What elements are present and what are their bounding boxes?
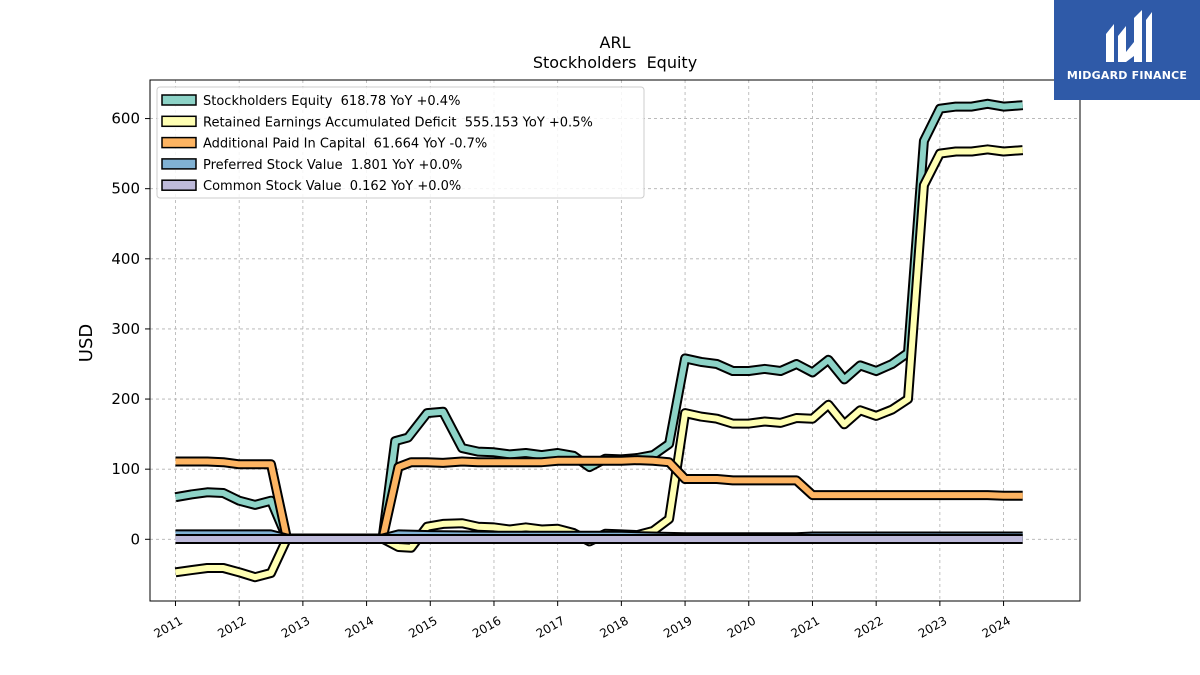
x-tick-label: 2012 <box>215 613 248 640</box>
x-tick-label: 2021 <box>789 613 822 640</box>
x-tick-label: 2011 <box>152 613 185 640</box>
legend-swatch-5 <box>161 179 197 191</box>
x-tick-label: 2014 <box>343 613 376 640</box>
x-tick-label: 2023 <box>916 613 949 640</box>
legend-label-1: Stockholders Equity 618.78 YoY +0.4% <box>203 94 460 109</box>
legend-label-5: Common Stock Value 0.162 YoY +0.0% <box>203 179 461 194</box>
y-axis-label: USD <box>76 324 97 362</box>
y-tick-label: 300 <box>111 320 140 338</box>
legend-swatch-3 <box>161 136 197 149</box>
y-tick-label: 600 <box>111 110 140 128</box>
brand-name: MIDGARD FINANCE <box>1066 69 1188 82</box>
x-tick-label: 2018 <box>597 613 630 640</box>
series-layer <box>174 98 1024 583</box>
chart-subtitle: Stockholders Equity <box>533 53 697 72</box>
plot-frame <box>149 79 1081 602</box>
x-tick-label: 2022 <box>852 613 885 640</box>
y-tick-label: 400 <box>111 250 140 268</box>
legend-label-3: Additional Paid In Capital 61.664 YoY -0… <box>203 137 487 152</box>
x-tick-label: 2013 <box>279 613 312 640</box>
y-tick-label: 500 <box>111 180 140 198</box>
x-tick-label: 2015 <box>406 613 439 640</box>
legend-swatch-1 <box>161 94 197 106</box>
legend-swatch-2 <box>161 115 197 128</box>
y-tick-label: 0 <box>130 530 140 548</box>
x-tick-label: 2017 <box>534 613 567 640</box>
legend: Stockholders Equity 618.78 YoY +0.4% Reta… <box>156 86 645 199</box>
y-tick-label: 100 <box>111 460 140 478</box>
legend-box <box>156 86 645 199</box>
logo-mark-icon <box>1106 10 1152 62</box>
x-tick-label: 2016 <box>470 613 503 640</box>
legend-label-4: Preferred Stock Value 1.801 YoY +0.0% <box>203 158 462 173</box>
y-tick-label: 200 <box>111 390 140 408</box>
x-tick-label: 2019 <box>661 613 694 640</box>
brand-logo: MIDGARD FINANCE <box>1054 0 1200 100</box>
chart-title: ARL <box>600 33 631 52</box>
legend-label-2: Retained Earnings Accumulated Deficit 55… <box>203 115 593 130</box>
legend-swatch-4 <box>161 158 197 170</box>
x-tick-label: 2024 <box>980 613 1013 640</box>
x-tick-label: 2020 <box>725 613 758 640</box>
